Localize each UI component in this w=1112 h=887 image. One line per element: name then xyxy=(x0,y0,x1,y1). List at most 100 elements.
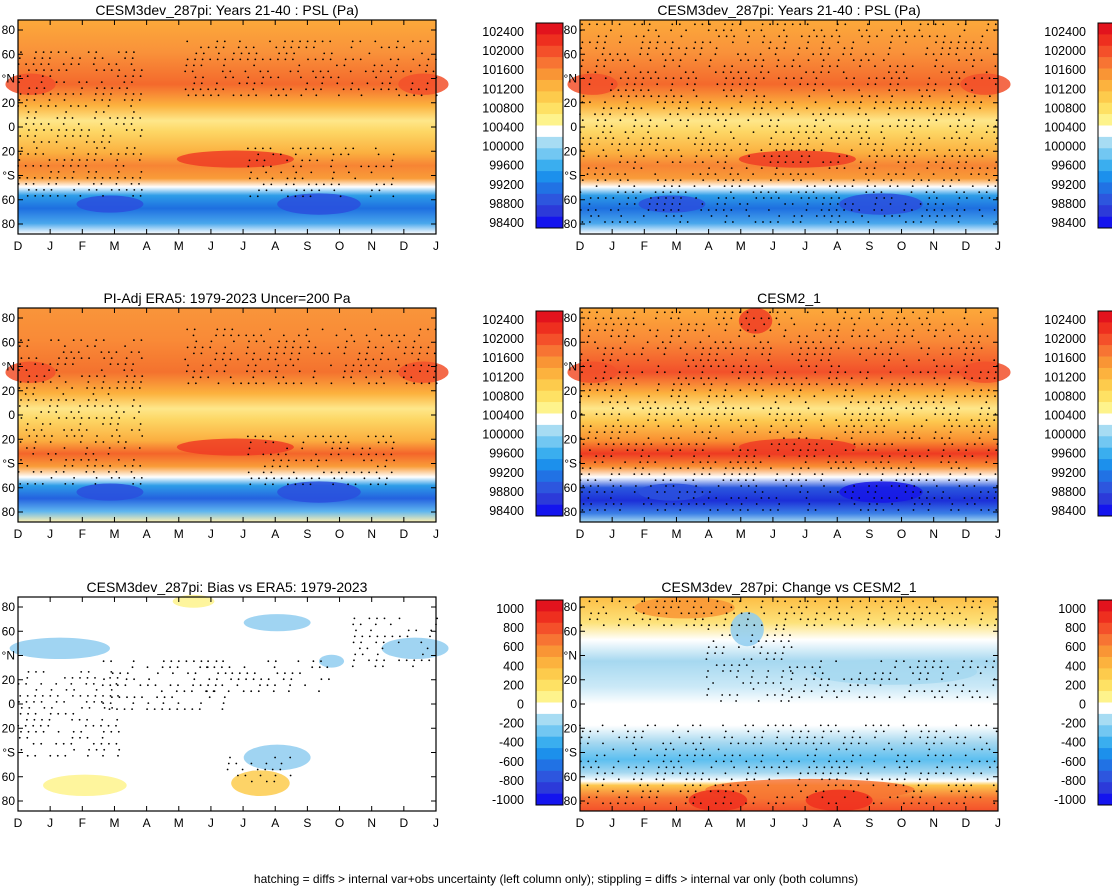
colorbar-swatch xyxy=(1098,493,1112,505)
y-tick-label: °N xyxy=(564,360,577,374)
colorbar-swatch xyxy=(536,322,563,335)
colorbar-swatch xyxy=(536,216,563,229)
x-tick-label: A xyxy=(143,527,151,541)
contour-region xyxy=(176,438,294,456)
x-tick-label: S xyxy=(303,527,311,541)
y-tick-label: 80 xyxy=(2,600,16,614)
panel-1: CESM3dev_287pi: Years 21-40 : PSL (Pa) 80… xyxy=(2,2,564,253)
colorbar-swatch xyxy=(536,424,563,437)
colorbar-swatch xyxy=(536,793,563,806)
x-tick-label: M xyxy=(736,816,746,830)
colorbar-label: 99600 xyxy=(489,159,524,173)
colorbar-swatch xyxy=(1098,459,1112,471)
colorbar-swatch xyxy=(536,770,563,783)
colorbar-swatch xyxy=(536,45,563,58)
colorbar-swatch xyxy=(1098,148,1112,160)
colorbar-label: 99200 xyxy=(1051,466,1086,480)
colorbar-label: 200 xyxy=(1065,678,1086,692)
x-tick-label: M xyxy=(174,239,184,253)
contour-region xyxy=(176,150,294,168)
x-tick-label: J xyxy=(802,239,808,253)
colorbar: 102400 102000 101600 101200 100800 100400 1000… xyxy=(1044,22,1112,230)
x-tick-label: M xyxy=(736,527,746,541)
colorbar-swatch xyxy=(536,493,563,505)
colorbar-label: 100800 xyxy=(1044,389,1086,403)
colorbar-swatch xyxy=(1098,645,1112,658)
x-tick-label: S xyxy=(865,527,873,541)
colorbar: 1000 800 600 400 200 0 -200 -400 -600 -800 -1000 xyxy=(492,599,564,807)
x-tick-label: S xyxy=(865,239,873,253)
colorbar-label: 98800 xyxy=(489,485,524,499)
colorbar: 102400 102000 101600 101200 100800 100400 1000… xyxy=(482,310,564,518)
colorbar-label: 102400 xyxy=(1044,25,1086,39)
x-tick-label: D xyxy=(576,816,585,830)
panel-3: PI-Adj ERA5: 1979-2023 Uncer=200 Pa 80 60 °… xyxy=(2,290,564,541)
y-tick-label: 60 xyxy=(2,770,16,784)
colorbar-label: 100000 xyxy=(1044,428,1086,442)
y-tick-label: 80 xyxy=(2,23,16,37)
colorbar-label: 600 xyxy=(503,640,524,654)
y-tick-label: 60 xyxy=(564,481,578,495)
colorbar-label: 101200 xyxy=(482,370,524,384)
footnote: hatching = diffs > internal var+obs unce… xyxy=(253,872,859,886)
colorbar-swatch xyxy=(1098,656,1112,669)
contour-region xyxy=(809,659,978,685)
contour-region xyxy=(738,308,773,334)
x-tick-label: N xyxy=(367,527,376,541)
y-tick-label: 20 xyxy=(564,144,578,158)
colorbar-label: 0 xyxy=(517,698,524,712)
colorbar-label: 100000 xyxy=(482,428,524,442)
colorbar: 1000 800 600 400 200 0 -200 -400 -600 -800 -1000 xyxy=(1054,599,1112,807)
x-tick-label: J xyxy=(240,527,246,541)
colorbar-swatch xyxy=(1098,367,1112,380)
colorbar-label: -400 xyxy=(1061,736,1086,750)
y-tick-label: 80 xyxy=(564,794,578,808)
contour-region xyxy=(172,594,215,608)
colorbar-label: 101600 xyxy=(482,351,524,365)
colorbar-swatch xyxy=(536,600,563,612)
colorbar-swatch xyxy=(536,57,563,69)
x-tick-label: A xyxy=(705,527,713,541)
colorbar-label: 102400 xyxy=(1044,313,1086,327)
colorbar-swatch xyxy=(536,759,563,772)
y-tick-label: °S xyxy=(564,457,577,471)
panel-title: CESM3dev_287pi: Change vs CESM2_1 xyxy=(661,579,916,595)
colorbar-label: -400 xyxy=(499,736,524,750)
colorbar-swatch xyxy=(536,656,563,669)
y-tick-label: 60 xyxy=(564,770,578,784)
x-tick-label: J xyxy=(240,816,246,830)
x-tick-label: J xyxy=(208,527,214,541)
colorbar-label: 600 xyxy=(1065,640,1086,654)
colorbar-swatch xyxy=(1098,193,1112,206)
x-tick-label: J xyxy=(770,527,776,541)
y-tick-label: 0 xyxy=(570,697,577,711)
x-tick-label: D xyxy=(14,816,23,830)
y-tick-label: °N xyxy=(564,72,577,86)
x-tick-label: J xyxy=(47,527,53,541)
colorbar-swatch xyxy=(1098,481,1112,494)
colorbar-swatch xyxy=(1098,379,1112,392)
colorbar-label: 98400 xyxy=(489,216,524,230)
colorbar-swatch xyxy=(1098,691,1112,703)
colorbar-label: 98400 xyxy=(489,504,524,518)
x-tick-label: D xyxy=(14,239,23,253)
y-tick-label: °N xyxy=(2,72,15,86)
x-tick-label: O xyxy=(335,239,344,253)
x-tick-label: S xyxy=(865,816,873,830)
x-tick-label: S xyxy=(303,239,311,253)
colorbar-swatch xyxy=(1098,668,1112,681)
colorbar-swatch xyxy=(536,68,563,81)
colorbar-swatch xyxy=(536,193,563,206)
panel-4: CESM2_1 80 60 °N 20 0 20 °S 60 80 D J F M A M J J A S O N D J 10… xyxy=(564,290,1112,541)
panel-5: CESM3dev_287pi: Bias vs ERA5: 1979-2023 8… xyxy=(2,579,564,830)
colorbar-swatch xyxy=(1098,390,1112,403)
x-tick-label: J xyxy=(995,816,1001,830)
colorbar-swatch xyxy=(536,91,563,104)
colorbar-swatch xyxy=(1098,679,1112,692)
x-tick-label: J xyxy=(770,239,776,253)
y-tick-label: 60 xyxy=(564,193,578,207)
colorbar-label: -600 xyxy=(499,755,524,769)
colorbar-swatch xyxy=(1098,402,1112,414)
y-tick-label: °S xyxy=(564,169,577,183)
